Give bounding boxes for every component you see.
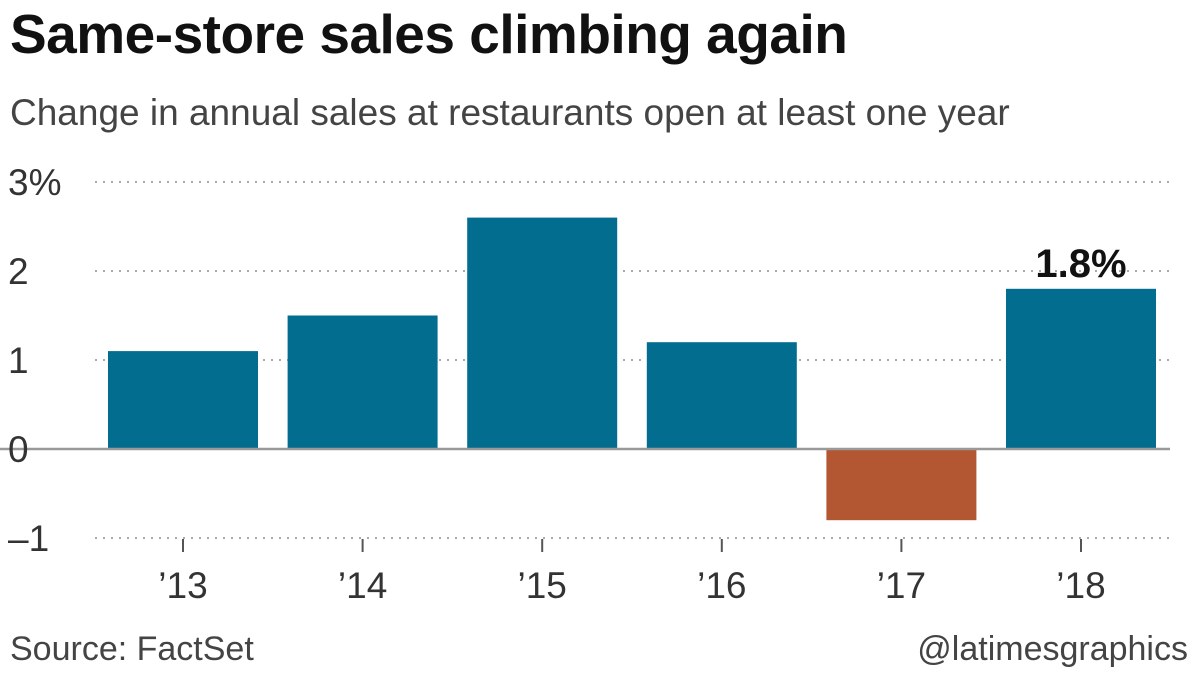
source-note: Source: FactSet [10,630,254,668]
y-tick-label: 0 [8,429,29,470]
bar [287,315,438,449]
bar [1006,288,1156,449]
bar [108,351,258,449]
bar [467,217,618,449]
y-tick-label: 2 [8,251,29,292]
labels: 3% 2 1 0 –1 ’13 ’14 ’15 ’16 ’17 ’18 1.8% [8,162,1127,606]
axes [0,447,1170,552]
gridlines [95,181,1170,539]
bar [826,449,977,521]
credit-note: @latimesgraphics [917,630,1188,668]
y-tick-label: 3% [8,162,61,203]
x-tick-label: ’14 [338,565,387,606]
x-tick-label: ’16 [697,565,746,606]
data-label: 1.8% [1035,242,1126,286]
x-tick-label: ’18 [1056,565,1105,606]
x-tick-label: ’15 [518,565,567,606]
x-tick-label: ’13 [158,565,207,606]
bar [646,342,797,449]
y-tick-label: 1 [8,340,29,381]
chart-title: Same-store sales climbing again [10,3,848,65]
chart-subtitle: Change in annual sales at restaurants op… [10,92,1010,133]
bars [108,217,1156,521]
x-tick-label: ’17 [877,565,926,606]
y-tick-label: –1 [8,518,49,559]
